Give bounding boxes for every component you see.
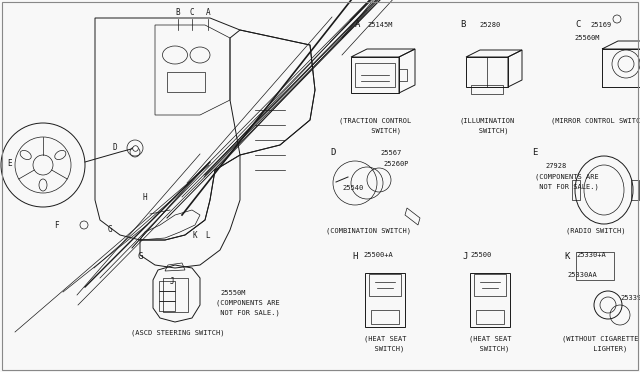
Text: NOT FOR SALE.): NOT FOR SALE.)	[535, 183, 599, 189]
Text: J: J	[462, 252, 467, 261]
Text: 27928: 27928	[545, 163, 566, 169]
Text: C: C	[189, 8, 195, 17]
Text: (WITHOUT CIGARETTE: (WITHOUT CIGARETTE	[562, 336, 638, 343]
Bar	[159, 281, 175, 291]
Text: (RADIO SWITCH): (RADIO SWITCH)	[566, 228, 626, 234]
Bar	[470, 273, 510, 327]
Bar	[371, 310, 399, 324]
Text: (COMPONENTS ARE: (COMPONENTS ARE	[535, 173, 599, 180]
Text: J: J	[170, 278, 174, 286]
Text: 25330AA: 25330AA	[567, 272, 596, 278]
Text: (TRACTION CONTROL: (TRACTION CONTROL	[339, 118, 411, 125]
Text: (HEAT SEAT: (HEAT SEAT	[468, 336, 511, 343]
Text: 25500: 25500	[470, 252, 492, 258]
Text: 25260P: 25260P	[383, 161, 408, 167]
Text: 25145M: 25145M	[367, 22, 393, 28]
Text: D: D	[113, 144, 117, 153]
Text: (ILLUMINATION: (ILLUMINATION	[460, 118, 515, 125]
Text: 25567: 25567	[380, 150, 401, 156]
Text: SWITCH): SWITCH)	[471, 346, 509, 353]
Text: (COMBINATION SWITCH): (COMBINATION SWITCH)	[326, 228, 410, 234]
Text: 25169: 25169	[590, 22, 611, 28]
Bar	[355, 63, 395, 87]
Bar	[631, 180, 639, 200]
Bar	[572, 180, 580, 200]
Text: A: A	[205, 8, 211, 17]
Text: 25560M: 25560M	[574, 35, 600, 41]
Bar	[159, 291, 175, 301]
Text: SWITCH): SWITCH)	[466, 127, 508, 134]
Text: H: H	[143, 193, 147, 202]
Text: 25500+A: 25500+A	[363, 252, 393, 258]
Text: F: F	[54, 221, 58, 230]
Text: B: B	[176, 8, 180, 17]
Bar	[474, 274, 506, 296]
Bar	[369, 274, 401, 296]
Bar	[476, 310, 504, 324]
Bar	[365, 273, 405, 327]
Text: K: K	[564, 252, 570, 261]
Text: 25339+A: 25339+A	[620, 295, 640, 301]
Text: 25550M: 25550M	[220, 290, 246, 296]
Text: SWITCH): SWITCH)	[349, 127, 401, 134]
Text: (HEAT SEAT: (HEAT SEAT	[364, 336, 406, 343]
Text: (ASCD STEERING SWITCH): (ASCD STEERING SWITCH)	[131, 330, 225, 337]
Text: B: B	[460, 20, 465, 29]
Bar	[576, 252, 614, 280]
Text: G: G	[108, 225, 112, 234]
Text: G: G	[138, 252, 143, 261]
Text: 25540: 25540	[342, 185, 364, 191]
Bar	[471, 85, 503, 94]
Text: E: E	[532, 148, 538, 157]
Text: H: H	[352, 252, 357, 261]
Text: D: D	[330, 148, 335, 157]
Text: (MIRROR CONTROL SWITCH): (MIRROR CONTROL SWITCH)	[551, 118, 640, 125]
Text: (COMPONENTS ARE: (COMPONENTS ARE	[216, 300, 280, 307]
Text: A: A	[355, 20, 360, 29]
Text: C: C	[575, 20, 580, 29]
Text: 25280: 25280	[479, 22, 500, 28]
Text: LIGHTER): LIGHTER)	[572, 346, 628, 353]
Text: SWITCH): SWITCH)	[366, 346, 404, 353]
Bar	[159, 301, 175, 311]
Text: NOT FOR SALE.): NOT FOR SALE.)	[216, 310, 280, 317]
Text: L: L	[205, 231, 211, 241]
Bar	[399, 69, 407, 81]
Text: E: E	[8, 158, 12, 167]
Text: 25330+A: 25330+A	[576, 252, 605, 258]
Text: K: K	[193, 231, 197, 241]
